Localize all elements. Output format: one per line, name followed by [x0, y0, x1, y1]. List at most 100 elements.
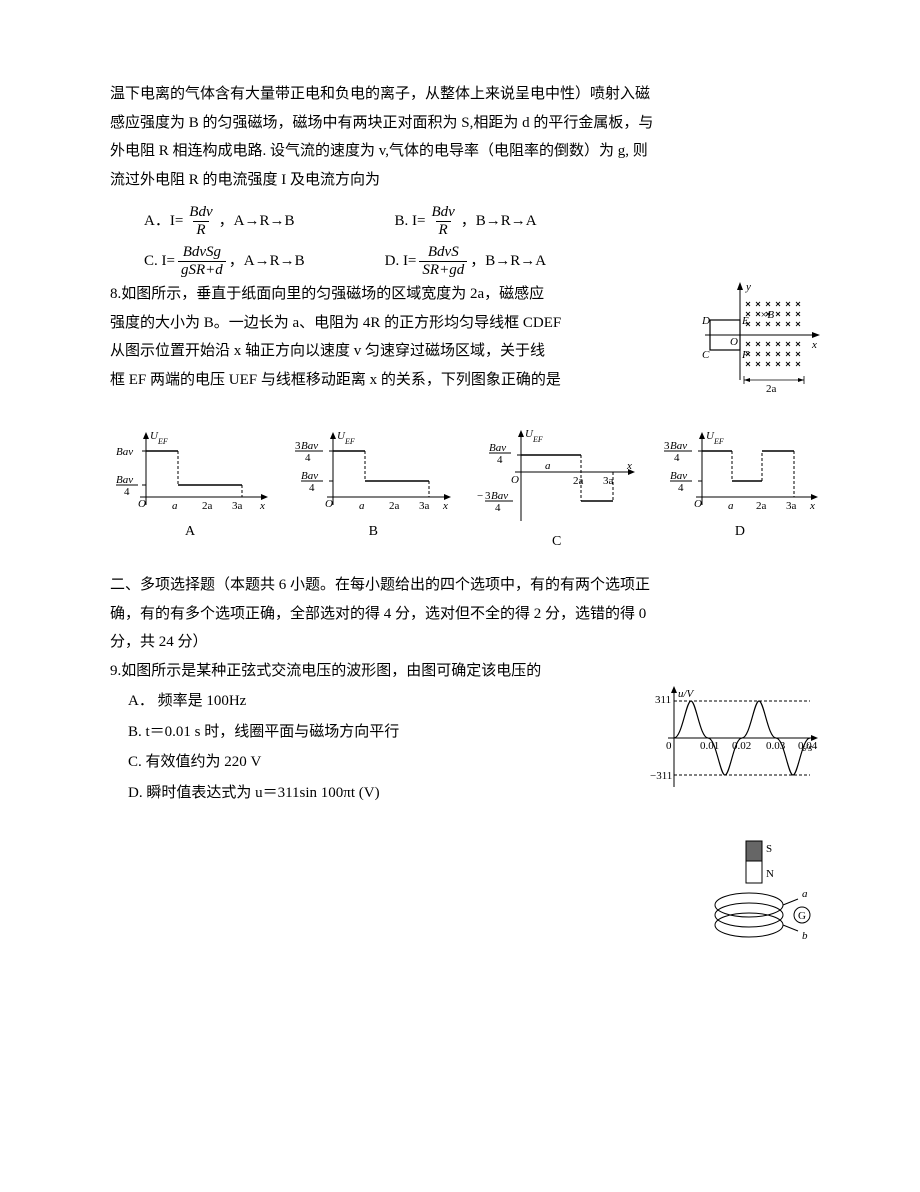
svg-text:x: x [811, 339, 817, 351]
intro-line3: 外电阻 R 相连构成电路. 设气流的速度为 v,气体的电导率（电阻率的倒数）为 … [110, 137, 820, 166]
q7d-pre: D. I= [385, 247, 417, 276]
svg-text:2a: 2a [389, 500, 400, 512]
q8-l4: 框 EF 两端的电压 UEF 与线框移动距离 x 的关系，下列图象正确的是 [110, 366, 686, 395]
q7-options-row1: A．I= Bdv R ，A→R→B B. I= Bdv R ，B→R→A [144, 204, 820, 238]
q8-graph-d: UEF x O a 2a 3a 3Bav 4 Bav 4 [660, 427, 820, 556]
svg-text:x: x [626, 460, 632, 472]
q8-label-a: A [110, 519, 270, 546]
q7-option-c: C. I= BdvSg gSR+d ，A→R→B [144, 244, 305, 278]
q8-graph-b: UEF x O a 2a 3a 3Bav 4 Bav 4 [293, 427, 453, 556]
svg-text:O: O [694, 498, 702, 510]
q7a-frac: Bdv R [186, 204, 215, 238]
svg-text:O: O [325, 498, 333, 510]
svg-text:x: x [442, 500, 448, 512]
svg-text:y: y [745, 281, 751, 293]
svg-text:0.03: 0.03 [766, 740, 786, 752]
svg-text:O: O [511, 474, 519, 486]
svg-text:3a: 3a [419, 500, 430, 512]
q9-options: A． 频率是 100Hz B. t＝0.01 s 时，线圈平面与磁场方向平行 C… [128, 687, 630, 807]
svg-text:G: G [798, 910, 806, 922]
q7d-den: SR+gd [419, 261, 467, 279]
svg-text:3a: 3a [603, 475, 614, 487]
svg-text:x: x [809, 500, 815, 512]
svg-text:UEF: UEF [337, 430, 355, 446]
svg-text:D: D [701, 315, 710, 327]
svg-text:4: 4 [309, 482, 315, 494]
intro-line2: 感应强度为 B 的匀强磁场，磁场中有两块正对面积为 S,相距为 d 的平行金属板… [110, 109, 820, 138]
svg-text:a: a [545, 460, 551, 472]
svg-text:Bav: Bav [116, 474, 133, 486]
q8-text: 8.如图所示，垂直于纸面向里的匀强磁场的区域宽度为 2a，磁感应 强度的大小为 … [110, 280, 686, 394]
svg-text:Bav: Bav [491, 490, 508, 502]
svg-text:N: N [766, 868, 774, 880]
svg-text:a: a [172, 500, 178, 512]
q9-stem: 9.如图所示是某种正弦式交流电压的波形图，由图可确定该电压的 [110, 657, 630, 686]
q7-option-b: B. I= Bdv R ，B→R→A [394, 204, 536, 238]
svg-text:2a: 2a [766, 383, 777, 395]
q8-label-d: D [660, 519, 820, 546]
svg-text:a: a [728, 500, 734, 512]
q7b-den: R [436, 221, 451, 239]
svg-text:O: O [730, 336, 738, 348]
svg-text:O: O [138, 498, 146, 510]
q8-label-b: B [293, 519, 453, 546]
svg-text:Bav: Bav [670, 440, 687, 452]
svg-text:4: 4 [678, 482, 684, 494]
q7b-num: Bdv [428, 204, 457, 221]
svg-text:u/V: u/V [678, 688, 695, 700]
q9-c: C. 有效值约为 220 V [128, 748, 630, 777]
svg-text:4: 4 [674, 452, 680, 464]
svg-text:0.02: 0.02 [732, 740, 751, 752]
q7b-pre: B. I= [394, 207, 425, 236]
svg-text:×B: ×B [760, 309, 774, 321]
q8-graph-row: UEF x O a 2a 3a Bav Bav 4 A [110, 427, 820, 556]
intro-line1: 温下电离的气体含有大量带正电和负电的离子，从整体上来说呈电中性）喷射入磁 [110, 80, 820, 109]
q7-option-a: A．I= Bdv R ，A→R→B [144, 204, 294, 238]
q7d-frac: BdvS SR+gd [419, 244, 467, 278]
q9-a: A． 频率是 100Hz [128, 687, 630, 716]
q7b-tail: ，B→R→A [461, 207, 537, 236]
q7b-frac: Bdv R [428, 204, 457, 238]
svg-text:UEF: UEF [706, 430, 724, 446]
svg-text:2a: 2a [202, 500, 213, 512]
section2-head2: 确，有的有多个选项正确，全部选对的得 4 分，选对但不全的得 2 分，选错的得 … [110, 600, 820, 629]
q7c-tail: ，A→R→B [229, 247, 305, 276]
svg-text:311: 311 [655, 694, 671, 706]
svg-text:UEF: UEF [525, 428, 543, 444]
svg-text:Bav: Bav [116, 446, 133, 458]
q7-options-row2: C. I= BdvSg gSR+d ，A→R→B D. I= BdvS SR+g… [144, 244, 820, 278]
svg-text:4: 4 [305, 452, 311, 464]
q9-b: B. t＝0.01 s 时，线圈平面与磁场方向平行 [128, 718, 630, 747]
q8-diagram: y x O [700, 280, 820, 411]
section2-head1: 二、多项选择题（本题共 6 小题。在每小题给出的四个选项中，有的有两个选项正 [110, 571, 820, 600]
svg-text:0.01: 0.01 [700, 740, 719, 752]
svg-text:E: E [741, 315, 749, 327]
q8-l2: 强度的大小为 B。一边长为 a、电阻为 4R 的正方形均匀导线框 CDEF [110, 309, 686, 338]
q7d-num: BdvS [425, 244, 462, 261]
svg-text:a: a [359, 500, 365, 512]
q8-l3: 从图示位置开始沿 x 轴正方向以速度 v 匀速穿过磁场区域，关于线 [110, 337, 686, 366]
svg-text:Bav: Bav [670, 470, 687, 482]
q7c-pre: C. I= [144, 247, 175, 276]
q7a-tail: ，A→R→B [219, 207, 295, 236]
svg-text:Bav: Bav [301, 440, 318, 452]
svg-text:b: b [802, 930, 808, 942]
q8-graph-a: UEF x O a 2a 3a Bav Bav 4 A [110, 427, 270, 556]
q7d-tail: ，B→R→A [470, 247, 546, 276]
svg-text:a: a [802, 888, 808, 900]
intro-line4: 流过外电阻 R 的电流强度 I 及电流方向为 [110, 166, 820, 195]
bottom-coil-diagram: S N G a b [704, 839, 814, 970]
svg-text:4: 4 [497, 454, 503, 466]
svg-text:C: C [702, 349, 710, 361]
svg-text:Bav: Bav [489, 442, 506, 454]
section2-head3: 分，共 24 分） [110, 628, 820, 657]
svg-text:2a: 2a [756, 500, 767, 512]
svg-text:4: 4 [124, 486, 130, 498]
svg-text:Bav: Bav [301, 470, 318, 482]
q8-graph-c: UEF x O a 2a 3a Bav 4 −3Bav 4 C [477, 427, 637, 556]
svg-text:2a: 2a [573, 475, 584, 487]
svg-text:4: 4 [495, 502, 501, 514]
q8-l1: 8.如图所示，垂直于纸面向里的匀强磁场的区域宽度为 2a，磁感应 [110, 280, 686, 309]
svg-text:−: − [477, 490, 483, 502]
q7a-pre: A．I= [144, 207, 183, 236]
